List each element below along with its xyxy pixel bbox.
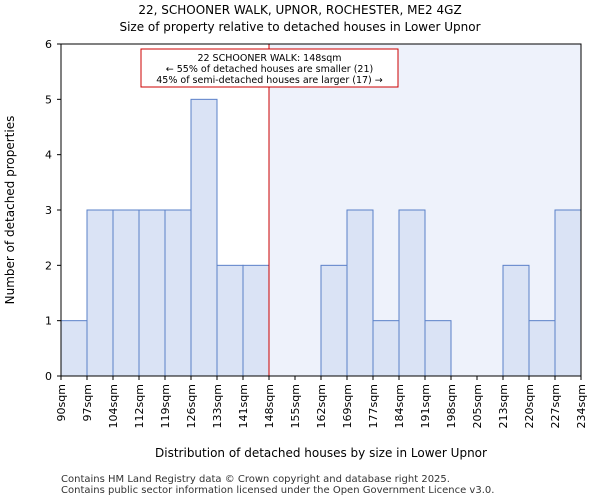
chart-title: 22, SCHOONER WALK, UPNOR, ROCHESTER, ME2… (138, 3, 461, 17)
bar-220sqm (528, 320, 556, 377)
y-axis-ticks: 0 1 2 3 4 5 6 (45, 38, 61, 383)
y-tick-label-1: 1 (45, 315, 52, 328)
x-tick-label-227sqm: 227sqm (549, 384, 562, 428)
bar-104sqm (112, 209, 140, 377)
x-tick-label-112sqm: 112sqm (133, 384, 146, 428)
bar-97sqm (86, 209, 114, 377)
bar-184sqm (398, 209, 426, 377)
x-axis-label: Distribution of detached houses by size … (155, 446, 487, 460)
marker-annotation: 22 SCHOONER WALK: 148sqm ← 55% of detach… (140, 48, 399, 88)
bar-133sqm (216, 264, 244, 377)
x-tick-label-177sqm: 177sqm (367, 384, 380, 428)
y-tick-label-5: 5 (45, 93, 52, 106)
bar-213sqm (502, 264, 530, 377)
bars-group (60, 98, 582, 377)
bar-227sqm (554, 209, 582, 377)
x-tick-label-220sqm: 220sqm (523, 384, 536, 428)
x-tick-label-104sqm: 104sqm (107, 384, 120, 428)
y-tick-label-4: 4 (45, 149, 52, 162)
bar-112sqm (138, 209, 166, 377)
annotation-line-2: ← 55% of detached houses are smaller (21… (166, 64, 373, 75)
y-tick-label-0: 0 (45, 370, 52, 383)
x-tick-label-234sqm: 234sqm (575, 384, 588, 428)
bar-141sqm (242, 264, 270, 377)
x-tick-label-155sqm: 155sqm (289, 384, 302, 428)
y-tick-label-3: 3 (45, 204, 52, 217)
x-tick-label-126sqm: 126sqm (185, 384, 198, 428)
bar-162sqm (320, 264, 348, 377)
x-axis-ticks: 90sqm 97sqm 104sqm 112sqm 119sqm 126sqm 133sqm… (55, 376, 588, 428)
annotation-line-3: 45% of semi-detached houses are larger (… (156, 75, 383, 86)
x-tick-label-205sqm: 205sqm (471, 384, 484, 428)
x-tick-label-213sqm: 213sqm (497, 384, 510, 428)
x-tick-label-191sqm: 191sqm (419, 384, 432, 428)
bar-177sqm (372, 320, 400, 377)
x-tick-label-90sqm: 90sqm (55, 384, 68, 421)
annotation-box (140, 48, 399, 88)
x-tick-label-184sqm: 184sqm (393, 384, 406, 428)
bar-119sqm (164, 209, 192, 377)
y-tick-label-6: 6 (45, 38, 52, 51)
x-tick-label-119sqm: 119sqm (159, 384, 172, 428)
chart-subtitle: Size of property relative to detached ho… (119, 20, 480, 34)
bar-169sqm (346, 209, 374, 377)
x-tick-label-141sqm: 141sqm (237, 384, 250, 428)
x-tick-label-148sqm: 148sqm (263, 384, 276, 428)
x-tick-label-169sqm: 169sqm (341, 384, 354, 428)
y-tick-label-2: 2 (45, 259, 52, 272)
footer-line-2: Contains public sector information licen… (61, 485, 495, 496)
x-tick-label-97sqm: 97sqm (81, 384, 94, 421)
footer-line-1: Contains HM Land Registry data © Crown c… (61, 474, 450, 485)
x-tick-label-198sqm: 198sqm (445, 384, 458, 428)
bar-126sqm (190, 98, 218, 377)
x-tick-label-133sqm: 133sqm (211, 384, 224, 428)
x-tick-label-162sqm: 162sqm (315, 384, 328, 428)
bar-191sqm (424, 320, 452, 377)
annotation-line-1: 22 SCHOONER WALK: 148sqm (197, 53, 341, 64)
bar-90sqm (60, 320, 88, 377)
y-axis-label: Number of detached properties (3, 116, 17, 305)
